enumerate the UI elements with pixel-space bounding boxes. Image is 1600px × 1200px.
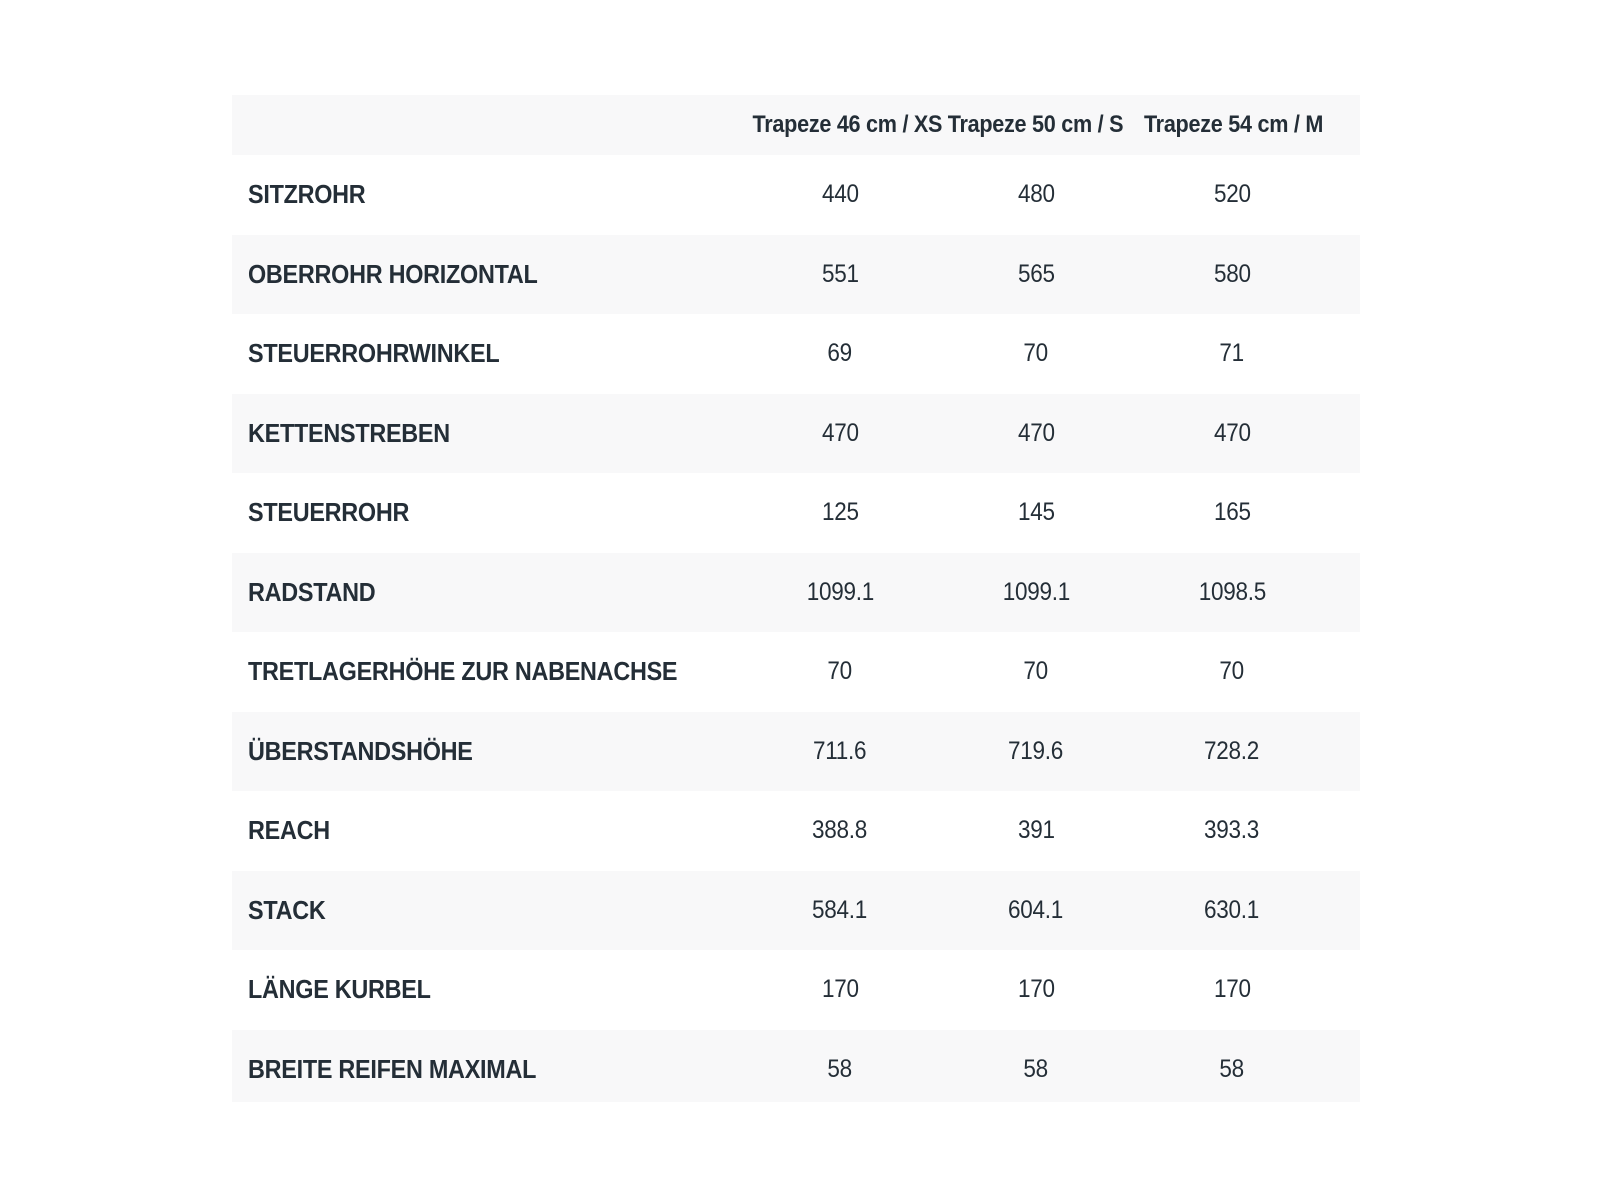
cell-value: 70 [1023,657,1049,686]
cell-value: 470 [1017,418,1055,447]
table-header-row: Trapeze 46 cm / XS Trapeze 50 cm / S Tra… [232,95,1360,155]
table-row: RADSTAND 1099.1 1099.1 1098.5 [232,552,1360,632]
table-row: ÜBERSTANDSHÖHE 711.6 719.6 728.2 [232,711,1360,791]
cell-value: 393.3 [1204,816,1260,845]
geometry-table: Trapeze 46 cm / XS Trapeze 50 cm / S Tra… [232,95,1360,1102]
cell-value: 58 [1023,1054,1049,1083]
row-label: RADSTAND [248,576,376,607]
row-label: BREITE REIFEN MAXIMAL [248,1053,537,1084]
cell-value: 520 [1213,180,1251,209]
cell-value: 71 [1219,339,1245,368]
row-label: STEUERROHRWINKEL [248,338,500,369]
table-row: STEUERROHRWINKEL 69 70 71 [232,314,1360,394]
cell-value: 719.6 [1008,736,1064,765]
row-label: TRETLAGERHÖHE ZUR NABENACHSE [248,656,678,687]
cell-value: 165 [1213,498,1251,527]
cell-value: 711.6 [813,736,867,765]
cell-value: 551 [821,259,859,288]
cell-value: 440 [821,180,859,209]
cell-value: 58 [1219,1054,1245,1083]
cell-value: 391 [1017,816,1055,845]
table-row: SITZROHR 440 480 520 [232,155,1360,235]
cell-value: 125 [821,498,859,527]
cell-value: 70 [1219,657,1245,686]
cell-value: 604.1 [1008,895,1064,924]
row-label: STACK [248,894,326,925]
row-label: ÜBERSTANDSHÖHE [248,735,473,766]
column-header-size-m: Trapeze 54 cm / M [1134,111,1330,139]
cell-value: 58 [827,1054,853,1083]
cell-value: 145 [1017,498,1055,527]
table-row: TRETLAGERHÖHE ZUR NABENACHSE 70 70 70 [232,632,1360,712]
row-label: STEUERROHR [248,497,410,528]
cell-value: 584.1 [812,895,868,924]
cell-value: 470 [821,418,859,447]
cell-value: 470 [1213,418,1251,447]
cell-value: 580 [1213,259,1251,288]
table-row: KETTENSTREBEN 470 470 470 [232,393,1360,473]
cell-value: 170 [1213,975,1251,1004]
cell-value: 170 [1017,975,1055,1004]
column-header-label: Trapeze 50 cm / S [948,111,1124,138]
cell-value: 1099.1 [806,577,874,606]
cell-value: 70 [1023,339,1049,368]
table-row: STEUERROHR 125 145 165 [232,473,1360,553]
column-header-label: Trapeze 46 cm / XS [752,111,943,138]
cell-value: 480 [1017,180,1055,209]
cell-value: 170 [821,975,859,1004]
cell-value: 728.2 [1204,736,1260,765]
table-row: REACH 388.8 391 393.3 [232,791,1360,871]
cell-value: 1098.5 [1198,577,1266,606]
cell-value: 630.1 [1204,895,1260,924]
row-label: SITZROHR [248,179,366,210]
row-label: KETTENSTREBEN [248,417,450,448]
cell-value: 1099.1 [1002,577,1070,606]
table-row: STACK 584.1 604.1 630.1 [232,870,1360,950]
table-row: LÄNGE KURBEL 170 170 170 [232,950,1360,1030]
cell-value: 69 [827,339,853,368]
column-header-size-s: Trapeze 50 cm / S [938,111,1134,139]
row-label: REACH [248,815,330,846]
cell-value: 70 [827,657,853,686]
row-label: LÄNGE KURBEL [248,974,431,1005]
table-row: BREITE REIFEN MAXIMAL 58 58 58 [232,1029,1360,1102]
cell-value: 388.8 [812,816,868,845]
cell-value: 565 [1017,259,1055,288]
column-header-size-xs: Trapeze 46 cm / XS [742,111,943,139]
row-label: OBERROHR HORIZONTAL [248,258,538,289]
table-row: OBERROHR HORIZONTAL 551 565 580 [232,234,1360,314]
column-header-label: Trapeze 54 cm / M [1143,111,1324,138]
